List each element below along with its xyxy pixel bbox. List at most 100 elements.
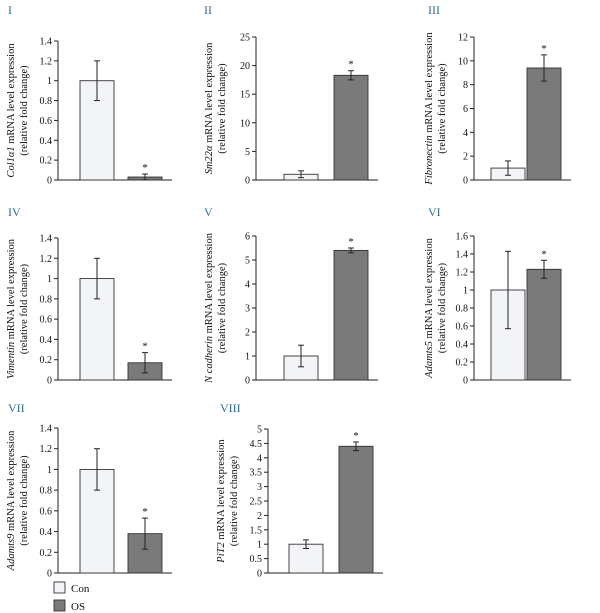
y-tick-label: 1 [245, 352, 250, 363]
panel-VI: VI 0 0.2 0.4 0.6 0.8 1 1.2 1.4 1.6 * Adamts5 mRNA l… [424, 205, 571, 387]
y-tick-label: 0.8 [40, 96, 53, 107]
panel-VIII: VIII 0 0.5 1 1.5 2 2.5 3 3.5 4 4.5 5 * PiT2 mRNA leve… [216, 401, 383, 580]
significance-marker: * [142, 341, 148, 353]
y-tick-label: 1 [47, 274, 52, 285]
y-tick-label: 3 [245, 304, 250, 315]
gene-name: Sm22α [204, 145, 215, 174]
y-tick-label: 0.6 [40, 116, 53, 127]
panel-I: I 0 0.2 0.4 0.6 0.8 1 1.2 1.4 * Col1α1 mRNA level … [6, 3, 172, 187]
y-tick-label: 0 [47, 376, 52, 387]
gene-name: Vimentin [6, 342, 17, 379]
y-tick-label: 3 [257, 482, 262, 493]
bar-os [526, 268, 562, 381]
significance-marker: * [541, 43, 547, 55]
y-tick-label: 25 [240, 33, 250, 44]
y-axis-label: Adamts5 mRNA level expression [424, 237, 435, 378]
y-tick-label: 1.4 [40, 37, 53, 48]
significance-marker: * [541, 248, 547, 260]
y-tick-label: 0.4 [40, 335, 53, 346]
y-tick-label: 10 [240, 118, 250, 129]
y-tick-label: 0.6 [40, 315, 53, 326]
y-tick-label: 5 [245, 147, 250, 158]
y-tick-label: 0.2 [456, 358, 469, 369]
y-tick-label: 1 [47, 465, 52, 476]
y-tick-label: 5 [257, 425, 262, 436]
panel-V: V 0 1 2 3 4 5 6 * N cadherin mRNA level expressio… [204, 205, 378, 387]
panel-label: VIII [220, 401, 241, 415]
significance-marker: * [348, 59, 354, 71]
y-tick-label: 1.5 [250, 525, 263, 536]
legend-swatch-con [53, 581, 66, 594]
y-tick-label: 1.4 [456, 250, 469, 261]
y-tick-label: 1 [47, 76, 52, 87]
y-tick-label: 1 [463, 286, 468, 297]
gene-name: N cadherin [204, 336, 215, 384]
panel-label: VI [428, 205, 441, 219]
y-tick-label: 0 [47, 176, 52, 187]
panel-label: VII [8, 401, 25, 415]
y-axis-label-line2: (relative fold change) [437, 63, 448, 154]
panel-III: III 0 2 4 6 8 10 12 * Fibronectin mRNA level expr… [424, 3, 571, 187]
y-tick-label: 5 [245, 256, 250, 267]
y-tick-label: 0.6 [40, 506, 53, 517]
bar-os [338, 445, 374, 574]
y-tick-label: 2 [463, 152, 468, 163]
y-tick-label: 8 [463, 80, 468, 91]
y-tick-label: 1.2 [40, 56, 53, 67]
y-tick-label: 6 [245, 232, 250, 243]
y-tick-label: 0 [463, 376, 468, 387]
y-tick-label: 1.6 [456, 232, 469, 243]
gene-name: Col1α1 [6, 146, 17, 177]
ylabel-suffix: mRNA level expression [6, 238, 17, 342]
bar-os [333, 74, 369, 181]
y-tick-label: 4 [463, 128, 468, 139]
y-axis-label: N cadherin mRNA level expression [204, 232, 215, 384]
significance-marker: * [353, 430, 359, 442]
legend-swatch-os [53, 599, 66, 612]
y-tick-label: 0.4 [40, 527, 53, 538]
ylabel-suffix: mRNA level expression [424, 237, 435, 341]
y-tick-label: 0.2 [40, 156, 53, 167]
y-tick-label: 0 [463, 176, 468, 187]
y-tick-label: 0.2 [40, 548, 53, 559]
ylabel-suffix: mRNA level expression [204, 232, 215, 336]
y-axis-label-line2: (relative fold change) [19, 65, 30, 156]
y-axis-label-line2: (relative fold change) [437, 262, 448, 353]
gene-name: PiT2 [216, 542, 227, 564]
y-axis-label: Vimentin mRNA level expression [6, 238, 17, 379]
ylabel-suffix: mRNA level expression [6, 430, 17, 534]
y-tick-label: 4 [245, 280, 250, 291]
bar-os [526, 67, 562, 181]
significance-marker: * [142, 162, 148, 174]
y-tick-label: 1.2 [456, 268, 469, 279]
y-tick-label: 4.5 [250, 439, 263, 450]
y-tick-label: 1.2 [40, 254, 53, 265]
y-tick-label: 0.8 [40, 294, 53, 305]
ylabel-suffix: mRNA level expression [216, 439, 227, 543]
y-tick-label: 1.4 [40, 424, 53, 435]
y-axis-label: PiT2 mRNA level expression [216, 439, 227, 564]
panel-II: II 0 5 10 15 20 25 * Sm22α mRNA level expression… [204, 3, 378, 187]
y-axis-label: Fibronectin mRNA level expression [424, 32, 435, 186]
y-axis-label: Sm22α mRNA level expression [204, 42, 215, 175]
panel-label: V [204, 205, 213, 219]
y-tick-label: 2.5 [250, 497, 263, 508]
ylabel-suffix: mRNA level expression [6, 43, 17, 147]
y-axis-label-line2: (relative fold change) [19, 263, 30, 354]
y-tick-label: 0 [245, 376, 250, 387]
panel-IV: IV 0 0.2 0.4 0.6 0.8 1 1.2 1.4 * Vimentin mRNA lev… [6, 205, 172, 387]
ylabel-suffix: mRNA level expression [204, 42, 215, 146]
ylabel-suffix: mRNA level expression [424, 32, 435, 136]
y-tick-label: 0.5 [250, 554, 263, 565]
panel-label: I [8, 3, 12, 17]
panel-VII: VII 0 0.2 0.4 0.6 0.8 1 1.2 1.4 * Adamts9 mRNA lev… [6, 401, 172, 580]
legend-label-con: Con [71, 583, 90, 595]
y-tick-label: 0 [257, 569, 262, 580]
y-axis-label-line2: (relative fold change) [19, 455, 30, 546]
y-tick-label: 0.4 [456, 340, 469, 351]
panel-label: II [204, 3, 212, 17]
y-axis-label: Col1α1 mRNA level expression [6, 43, 17, 178]
y-axis-label: Adamts9 mRNA level expression [6, 430, 17, 571]
y-tick-label: 12 [458, 33, 468, 44]
gene-name: Adamts9 [6, 533, 17, 572]
